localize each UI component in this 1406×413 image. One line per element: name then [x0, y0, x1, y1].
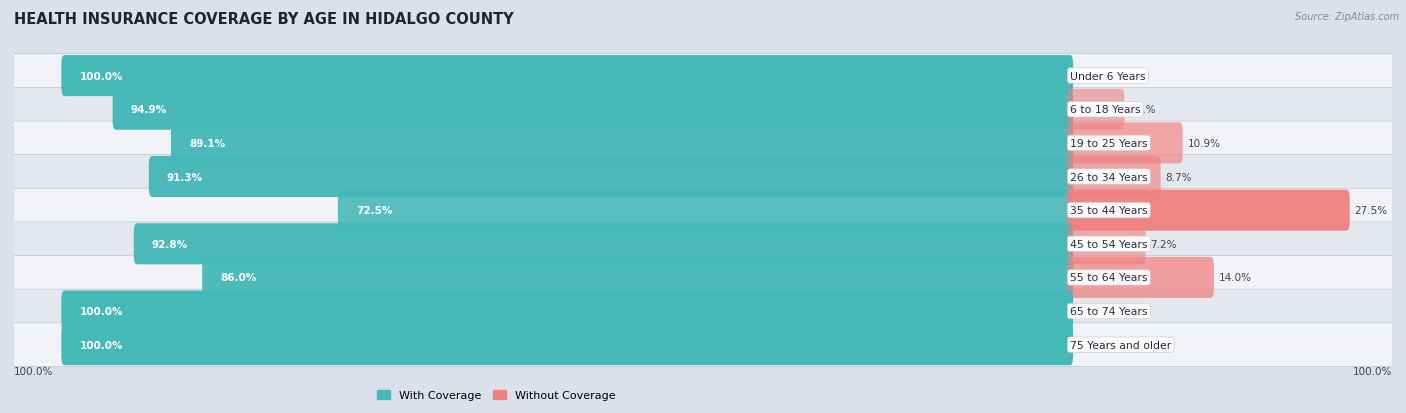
- FancyBboxPatch shape: [202, 257, 1073, 298]
- FancyBboxPatch shape: [134, 224, 1073, 265]
- FancyBboxPatch shape: [13, 256, 1393, 299]
- FancyBboxPatch shape: [13, 88, 1393, 132]
- Text: 86.0%: 86.0%: [221, 273, 256, 283]
- FancyBboxPatch shape: [13, 222, 1393, 266]
- FancyBboxPatch shape: [13, 189, 1393, 233]
- FancyBboxPatch shape: [172, 123, 1073, 164]
- Text: 7.2%: 7.2%: [1150, 239, 1177, 249]
- FancyBboxPatch shape: [1067, 257, 1213, 298]
- FancyBboxPatch shape: [112, 90, 1073, 131]
- Legend: With Coverage, Without Coverage: With Coverage, Without Coverage: [373, 385, 620, 405]
- Text: 10.9%: 10.9%: [1188, 138, 1220, 149]
- Text: 100.0%: 100.0%: [1353, 366, 1392, 376]
- Text: 26 to 34 Years: 26 to 34 Years: [1070, 172, 1147, 182]
- Text: 72.5%: 72.5%: [356, 206, 392, 216]
- FancyBboxPatch shape: [1067, 190, 1350, 231]
- FancyBboxPatch shape: [337, 190, 1073, 231]
- Text: 92.8%: 92.8%: [152, 239, 188, 249]
- Text: HEALTH INSURANCE COVERAGE BY AGE IN HIDALGO COUNTY: HEALTH INSURANCE COVERAGE BY AGE IN HIDA…: [14, 12, 513, 27]
- FancyBboxPatch shape: [62, 56, 1073, 97]
- Text: 35 to 44 Years: 35 to 44 Years: [1070, 206, 1147, 216]
- Text: 0.0%: 0.0%: [1083, 306, 1109, 316]
- Text: 6 to 18 Years: 6 to 18 Years: [1070, 105, 1140, 115]
- Text: 14.0%: 14.0%: [1219, 273, 1251, 283]
- Text: 45 to 54 Years: 45 to 54 Years: [1070, 239, 1147, 249]
- Text: 75 Years and older: 75 Years and older: [1070, 340, 1171, 350]
- FancyBboxPatch shape: [62, 291, 1073, 332]
- FancyBboxPatch shape: [13, 323, 1393, 367]
- FancyBboxPatch shape: [13, 55, 1393, 98]
- FancyBboxPatch shape: [149, 157, 1073, 197]
- Text: 89.1%: 89.1%: [188, 138, 225, 149]
- FancyBboxPatch shape: [62, 324, 1073, 366]
- FancyBboxPatch shape: [13, 290, 1393, 333]
- Text: 91.3%: 91.3%: [167, 172, 202, 182]
- Text: 27.5%: 27.5%: [1355, 206, 1388, 216]
- Text: 94.9%: 94.9%: [131, 105, 167, 115]
- Text: 19 to 25 Years: 19 to 25 Years: [1070, 138, 1147, 149]
- Text: 100.0%: 100.0%: [79, 306, 122, 316]
- Text: 100.0%: 100.0%: [14, 366, 53, 376]
- FancyBboxPatch shape: [1067, 157, 1160, 197]
- Text: 55 to 64 Years: 55 to 64 Years: [1070, 273, 1147, 283]
- Text: 8.7%: 8.7%: [1166, 172, 1192, 182]
- FancyBboxPatch shape: [13, 155, 1393, 199]
- Text: 0.0%: 0.0%: [1083, 340, 1109, 350]
- FancyBboxPatch shape: [13, 122, 1393, 165]
- Text: 100.0%: 100.0%: [79, 71, 122, 81]
- Text: Source: ZipAtlas.com: Source: ZipAtlas.com: [1295, 12, 1399, 22]
- Text: Under 6 Years: Under 6 Years: [1070, 71, 1146, 81]
- FancyBboxPatch shape: [1067, 123, 1182, 164]
- Text: 0.0%: 0.0%: [1083, 71, 1109, 81]
- FancyBboxPatch shape: [1067, 90, 1125, 131]
- Text: 65 to 74 Years: 65 to 74 Years: [1070, 306, 1147, 316]
- FancyBboxPatch shape: [1067, 224, 1146, 265]
- Text: 100.0%: 100.0%: [79, 340, 122, 350]
- Text: 5.1%: 5.1%: [1129, 105, 1156, 115]
